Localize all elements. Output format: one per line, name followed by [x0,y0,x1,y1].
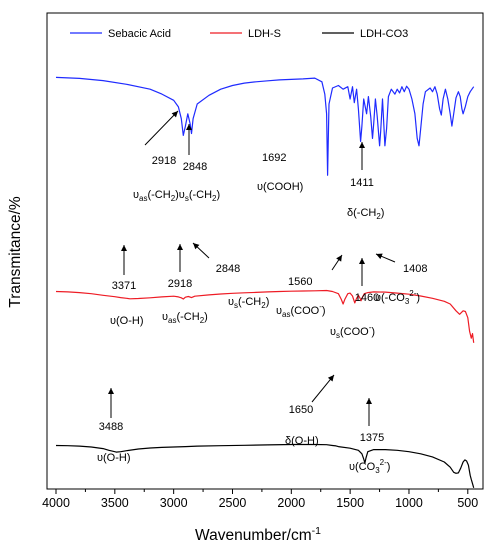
annotation-arrowhead [193,243,200,250]
annotation-co3-oh: υ(O-H) [97,452,131,464]
annotation-arrowhead [177,244,183,250]
annotation-co3-delta: δ(O-H) [285,435,319,447]
x-axis: 4000 3500 3000 2500 2000 1500 1000 500 [42,489,478,510]
legend: Sebacic Acid LDH-S LDH-CO3 [70,28,408,40]
x-axis-title-exponent: -1 [312,525,321,537]
annotation-arrowhead [327,375,334,382]
annotation-ldhs-2918: 2918 [168,278,192,290]
x-tick-label: 3000 [160,496,188,510]
annotation-arrowhead [366,398,372,404]
annotation-ldhs-cooas: υas(COO-) [276,302,326,319]
legend-label: LDH-S [248,28,281,40]
annotation-arrowhead [336,255,342,262]
x-tick-label: 4000 [42,496,70,510]
annotation-co3-3488: 3488 [99,421,123,433]
annotation-sa-delta: δ(-CH2) [347,207,384,221]
annotation-ldhs-1408: 1408 [403,263,427,275]
annotation-arrowhead [121,245,127,251]
annotation-ldhs-2848: 2848 [216,263,240,275]
annotation-sa-1411: 1411 [350,177,374,189]
annotation-co3-1375: 1375 [360,432,384,444]
x-tick-label: 2000 [277,496,305,510]
annotation-sa-vibr: υas(-CH2)υs(-CH2) [133,189,220,203]
series-line-ldh-co3 [55,443,475,488]
plot-frame [46,12,484,490]
legend-label: Sebacic Acid [108,28,171,40]
x-tick-label: 2500 [219,496,247,510]
annotation-arrowhead [359,258,365,264]
annotation-arrow [144,110,179,146]
annotation-ldhs-1460: 1460 [355,292,379,304]
annotation-arrowhead [359,142,365,148]
annotation-ldhs-oh: υ(O-H) [110,315,144,327]
annotation-ldhs-1560: 1560 [288,276,312,288]
x-tick-label: 500 [457,496,478,510]
series-line-ldh-s [55,289,475,343]
x-axis-title: Wavenumber/cm-1 [195,525,321,544]
y-axis-title: Transmitance/% [7,196,24,308]
annotation-ldhs-co3: υ(-CO32-) [375,289,420,306]
x-axis-title-text: Wavenumber/cm [195,527,312,544]
x-tick-label: 3500 [101,496,129,510]
annotation-co3-co3: υ(CO32-) [349,458,390,475]
annotation-arrows [108,110,396,426]
annotation-sa-2848: 2848 [183,161,207,173]
x-tick-label: 1000 [395,496,423,510]
annotation-sa-1692: 1692 [262,152,286,164]
x-tick-label: 1500 [336,496,364,510]
annotation-sa-cooh: υ(COOH) [257,181,303,193]
annotation-arrowhead [376,253,383,260]
annotation-co3-1650: 1650 [289,404,313,416]
annotation-sa-2918: 2918 [152,155,176,167]
legend-label: LDH-CO3 [360,28,408,40]
annotation-arrowhead [186,124,192,130]
annotation-ldhs-ch2s: υs(-CH2) [228,296,269,310]
annotation-arrowhead [108,388,114,394]
annotation-arrowhead [171,111,178,118]
annotation-ldhs-coos: υs(COO-) [330,323,375,340]
annotation-ldhs-3371: 3371 [112,280,136,292]
annotation-ldhs-ch2as: υas(-CH2) [162,311,208,325]
series-line-sebacic-acid [55,76,475,176]
series-layer [55,76,475,488]
